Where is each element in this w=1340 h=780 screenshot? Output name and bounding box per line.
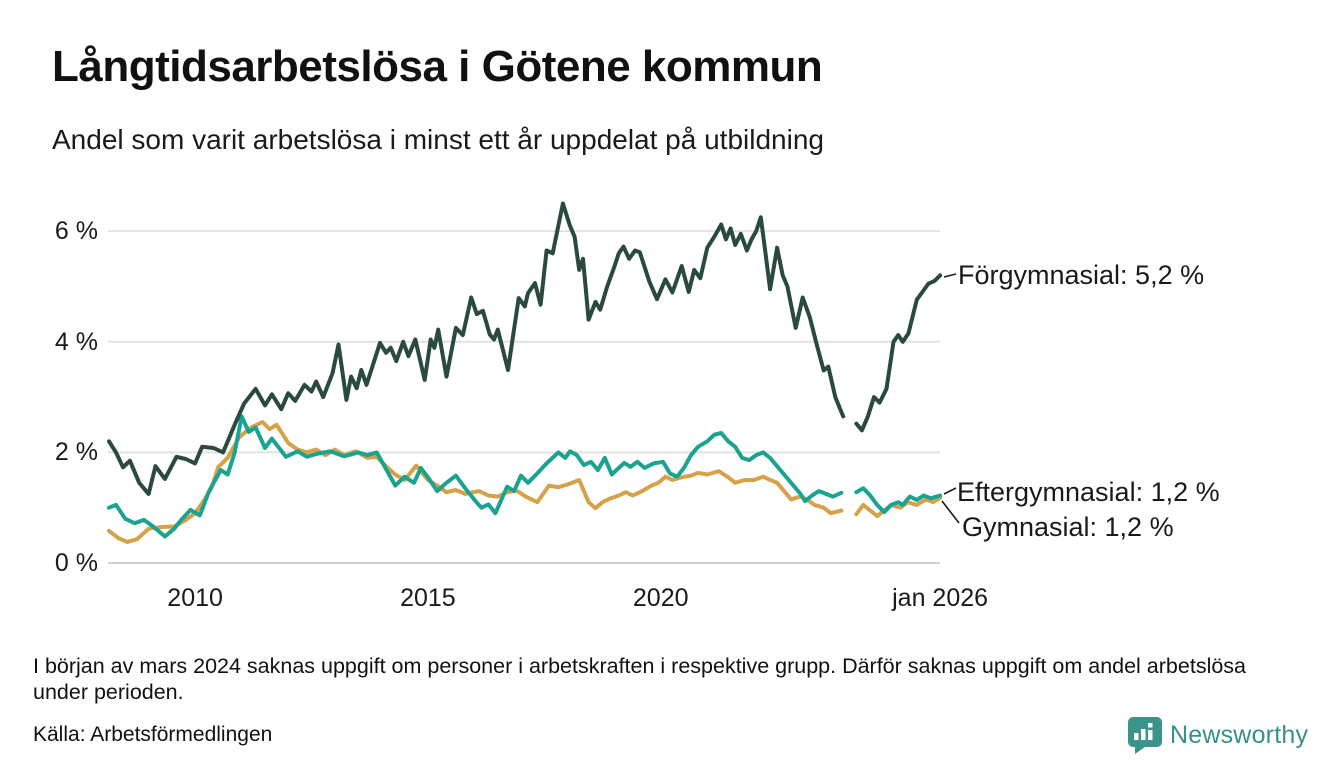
footnote-text: I början av mars 2024 saknas uppgift om … [33,654,1247,704]
y-axis-tick-0pct: 0 % [54,549,98,577]
y-axis-tick-2pct: 2 % [54,438,98,467]
series-line-eftergymnasial-seg0 [107,414,844,539]
series-line-gymnasial-seg0 [107,420,844,544]
series-lines [107,201,943,544]
series-end-label-forgymnasial: Förgymnasial: 5,2 % [958,260,1205,290]
gridlines [108,230,940,564]
y-axis-tick-4pct: 4 % [54,327,98,356]
series-line-gymnasial-seg1 [854,495,943,518]
series-end-label-gymnasial: Gymnasial: 1,2 % [962,512,1174,542]
branding-name: Newsworthy [1170,721,1309,749]
newsworthy-logo-icon [1128,717,1162,754]
series-line-förgymnasial-seg1 [854,273,943,433]
page-title: Långtidsarbetslösa i Götene kommun [52,42,823,91]
branding: Newsworthy [1126,716,1308,755]
page-subtitle: Andel som varit arbetslösa i minst ett å… [52,124,824,155]
source-text: Källa: Arbetsförmedlingen [33,723,273,746]
connector-gymnasial [941,500,960,524]
connector-eftergymnasial [943,487,957,495]
series-end-label-eftergymnasial: Eftergymnasial: 1,2 % [957,477,1220,507]
y-axis-tick-6pct: 6 % [54,217,98,246]
x-axis-tick-2010: 2010 [167,584,223,612]
series-line-eftergymnasial-seg1 [854,486,943,515]
x-axis-tick-jan-2026: jan 2026 [892,584,989,612]
label-connectors [941,273,960,524]
x-axis-tick-2015: 2015 [400,584,456,612]
x-axis-tick-2020: 2020 [632,584,689,612]
series-line-förgymnasial-seg0 [107,201,846,496]
connector-forgymnasial [943,273,957,278]
